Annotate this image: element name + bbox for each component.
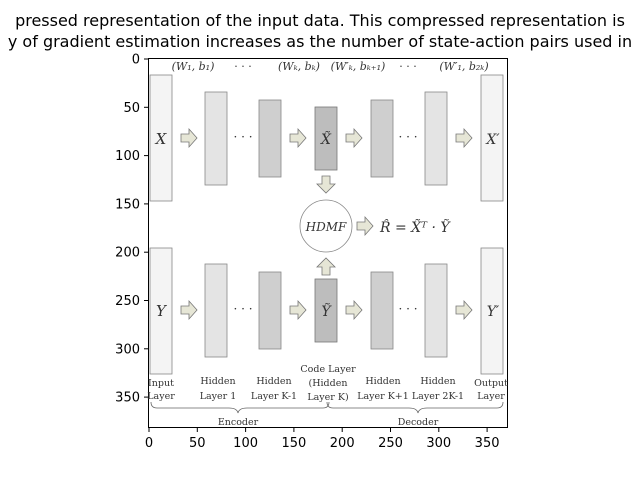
x-tick-label: 250 xyxy=(378,436,403,451)
caption-hiddenk1-2: Layer K-1 xyxy=(251,391,297,402)
right-arrow-icon xyxy=(455,127,473,149)
layer-captions: Input Layer Hidden Layer 1 Hidden Layer … xyxy=(147,364,508,403)
label-y-tilde: Ỹ xyxy=(321,302,332,320)
right-arrow-icon xyxy=(345,299,363,321)
x-tick-label: 200 xyxy=(330,436,355,451)
y-axis: 0 50 100 150 200 250 300 350 xyxy=(115,53,148,406)
bottom-autoencoder: Y · · · Ỹ · · · Y′ xyxy=(149,247,504,375)
code-layer-bottom xyxy=(314,278,338,343)
param-dots-right: · · · xyxy=(399,60,416,73)
y-tick-label: 0 xyxy=(132,53,140,68)
right-arrow-icon xyxy=(455,299,473,321)
input-layer-y xyxy=(149,247,173,375)
hidden-layer-2k1-bottom xyxy=(424,263,448,358)
encoder-label: Encoder xyxy=(218,417,259,428)
hidden-layer-1-bottom xyxy=(204,263,228,358)
decoder-label: Decoder xyxy=(398,417,439,428)
hidden-layer-kp1-top xyxy=(370,99,394,178)
x-tick-label: 0 xyxy=(145,436,153,451)
right-arrow-icon xyxy=(180,127,198,149)
right-arrow-icon xyxy=(289,127,307,149)
caption-hidden1-1: Hidden xyxy=(200,376,235,387)
weight-parameters: (W₁, b₁) · · · (Wₖ, bₖ) (W′ₖ, bₖ₊₁) · · … xyxy=(172,60,489,73)
y-tick-label: 50 xyxy=(123,101,140,116)
param-wk-bk: (Wₖ, bₖ) xyxy=(278,60,320,73)
right-arrow-icon xyxy=(180,299,198,321)
dots-bottom-right: · · · xyxy=(398,302,417,316)
right-arrow-icon xyxy=(345,127,363,149)
label-x-prime: X′ xyxy=(485,132,500,148)
caption-output-1: Output xyxy=(474,378,508,389)
code-layer-top xyxy=(314,106,338,171)
down-arrow-icon xyxy=(316,175,336,194)
caption-hiddenk1-1: Hidden xyxy=(256,376,291,387)
param-wk-prime: (W′ₖ, bₖ₊₁) xyxy=(331,60,386,73)
top-autoencoder: X · · · X̃ · · · X′ xyxy=(149,74,504,202)
equation: R̂ = X̃ᵀ · Ỹ xyxy=(379,218,451,236)
hidden-layer-k1-top xyxy=(258,99,282,178)
caption-hiddenkp1-2: Layer K+1 xyxy=(357,391,409,402)
y-tick-label: 200 xyxy=(115,246,140,261)
y-tick-label: 300 xyxy=(115,342,140,357)
dots-top-right: · · · xyxy=(398,130,417,144)
x-tick-label: 150 xyxy=(281,436,306,451)
y-tick-label: 150 xyxy=(115,197,140,212)
x-tick-label: 50 xyxy=(189,436,206,451)
input-layer-x xyxy=(149,74,173,202)
caption-code-1: Code Layer xyxy=(300,364,356,375)
output-layer-x-prime xyxy=(480,74,504,202)
hidden-layer-k1-bottom xyxy=(258,271,282,350)
hidden-layer-kp1-bottom xyxy=(370,271,394,350)
figure-title-line-2: y of gradient estimation increases as th… xyxy=(7,32,633,51)
caption-code-2: (Hidden xyxy=(309,378,348,389)
label-y: Y xyxy=(156,302,168,320)
caption-hiddenkp1-1: Hidden xyxy=(365,376,400,387)
y-tick-label: 350 xyxy=(115,391,140,406)
x-axis: 0 50 100 150 200 250 300 350 xyxy=(145,428,500,451)
output-layer-y-prime xyxy=(480,247,504,375)
dots-top-left: · · · xyxy=(233,130,252,144)
y-tick-label: 100 xyxy=(115,149,140,164)
braces xyxy=(150,401,504,414)
caption-input-2: Layer xyxy=(147,391,175,402)
caption-hidden2k1-1: Hidden xyxy=(420,376,455,387)
hdmf-label: HDMF xyxy=(305,220,347,234)
label-y-prime: Y′ xyxy=(487,304,500,320)
label-x-tilde: X̃ xyxy=(320,130,332,148)
caption-hidden1-2: Layer 1 xyxy=(200,391,237,402)
y-tick-label: 250 xyxy=(115,294,140,309)
dots-bottom-left: · · · xyxy=(233,302,252,316)
label-x: X xyxy=(155,130,168,148)
decoder-brace xyxy=(326,401,504,414)
param-w1-prime: (W′₁, b₂ₖ) xyxy=(439,60,488,73)
hidden-layer-1-top xyxy=(204,91,228,186)
hidden-layer-2k1-top xyxy=(424,91,448,186)
bottom-arrows xyxy=(180,299,473,321)
x-tick-label: 100 xyxy=(233,436,258,451)
encoder-brace xyxy=(150,401,330,414)
caption-input-1: Input xyxy=(148,378,174,389)
caption-code-3: Layer K) xyxy=(307,392,348,403)
up-arrow-icon xyxy=(316,257,336,276)
hdmf-node xyxy=(299,199,353,253)
param-w1-b1: (W₁, b₁) xyxy=(172,60,215,73)
x-tick-label: 300 xyxy=(426,436,451,451)
top-arrows xyxy=(180,127,473,276)
param-dots-left: · · · xyxy=(234,60,251,73)
right-arrow-icon xyxy=(356,215,374,237)
x-tick-label: 350 xyxy=(475,436,500,451)
figure-title-line-1: pressed representation of the input data… xyxy=(15,11,625,30)
caption-output-2: Layer xyxy=(477,391,505,402)
right-arrow-icon xyxy=(289,299,307,321)
caption-hidden2k1-2: Layer 2K-1 xyxy=(412,391,464,402)
